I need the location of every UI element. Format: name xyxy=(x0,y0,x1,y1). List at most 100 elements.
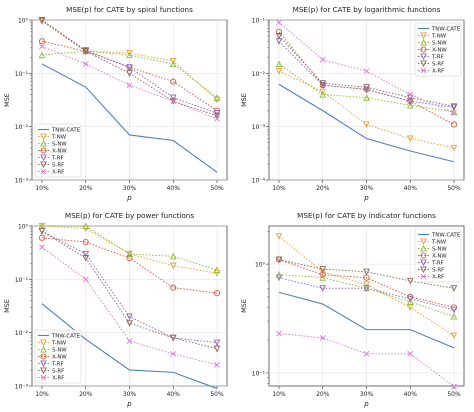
marker-s-rf xyxy=(319,266,327,273)
y-tick-label: 10⁻² xyxy=(15,330,29,337)
marker-x-rf xyxy=(82,61,89,67)
x-tick-label: 40% xyxy=(404,391,418,398)
marker-t-rf xyxy=(169,94,177,102)
marker-s-rf xyxy=(450,285,458,292)
marker-t-nw xyxy=(450,332,458,340)
legend-label-tnw-cate: TNW-CATE xyxy=(51,334,81,340)
series-t-rf xyxy=(275,274,458,314)
marker-x-nw xyxy=(126,255,133,262)
x-tick-label: 30% xyxy=(123,185,137,192)
series-line-s-nw xyxy=(42,225,218,271)
chart-title: MSE(p) for CATE by power functions xyxy=(65,211,194,220)
legend-label-tnw-cate: TNW-CATE xyxy=(51,128,81,134)
marker-x-rf xyxy=(363,350,370,357)
marker-s-rf xyxy=(319,80,327,87)
marker-s-rf xyxy=(213,112,221,120)
marker-x-rf xyxy=(82,276,89,283)
marker-s-rf xyxy=(213,345,221,353)
chart-power: MSE(p) for CATE by power functions 10⁻³ 10… xyxy=(3,211,228,408)
chart-spiral: MSE(p) for CATE by spiral functions 10⁻³ 1… xyxy=(3,5,228,202)
series-s-rf xyxy=(275,256,458,292)
marker-t-rf xyxy=(126,64,133,71)
marker-s-nw xyxy=(319,90,327,98)
marker-t-rf xyxy=(363,285,370,292)
x-tick-label: 10% xyxy=(35,185,49,192)
marker-legend-s-nw xyxy=(40,345,47,353)
x-tick-label: 30% xyxy=(123,391,137,398)
legend-label-s-rf: S-RF xyxy=(432,268,444,274)
legend-label-x-rf: X-RF xyxy=(52,376,64,382)
y-tick-label: 10⁻² xyxy=(15,124,29,131)
marker-legend-s-rf xyxy=(40,161,47,169)
x-axis-label: p xyxy=(363,194,369,202)
legend-box xyxy=(414,22,462,77)
marker-t-nw xyxy=(363,281,370,289)
marker-x-nw xyxy=(170,284,177,291)
series-x-rf xyxy=(276,330,457,390)
marker-x-nw xyxy=(450,121,458,128)
marker-s-nw xyxy=(38,51,46,59)
x-axis-label: p xyxy=(126,400,132,408)
series-tnw-cate xyxy=(41,63,218,173)
x-tick-label: 50% xyxy=(447,391,461,398)
series-line-s-nw xyxy=(278,63,455,113)
x-tick-label: 20% xyxy=(79,185,93,192)
series-t-nw xyxy=(275,68,458,152)
marker-x-rf xyxy=(170,98,177,105)
legend-label-s-rf: S-RF xyxy=(52,369,64,375)
y-tick-label: 10⁻¹ xyxy=(15,71,29,78)
legend-label-t-rf: T-RF xyxy=(51,156,64,162)
x-tick-label: 50% xyxy=(210,391,224,398)
legend-label-t-rf: T-RF xyxy=(431,261,444,267)
series-line-x-rf xyxy=(41,45,218,120)
marker-s-rf xyxy=(126,320,133,327)
marker-legend-t-rf xyxy=(420,259,427,267)
legend-label-s-nw: S-NW xyxy=(432,41,447,47)
series-x-nw xyxy=(38,234,221,297)
y-tick-label: 10⁻¹ xyxy=(252,370,266,377)
marker-legend-s-nw xyxy=(420,244,427,252)
legend-box xyxy=(34,329,82,384)
chart-panel-logarithmic: MSE(p) for CATE by logarithmic functions… xyxy=(237,0,474,206)
marker-t-rf xyxy=(82,250,90,258)
series-line-tnw-cate xyxy=(41,63,218,173)
marker-s-rf xyxy=(82,255,90,262)
series-s-nw xyxy=(38,222,221,273)
legend-label-s-rf: S-RF xyxy=(432,62,444,68)
marker-t-rf xyxy=(406,98,414,105)
chart-title: MSE(p) for CATE by logarithmic functions xyxy=(293,5,441,14)
x-tick-label: 50% xyxy=(447,185,461,192)
marker-x-rf xyxy=(451,383,457,390)
marker-x-rf xyxy=(214,361,220,368)
y-tick-label: 10⁻¹ xyxy=(15,277,29,284)
legend-label-s-nw: S-NW xyxy=(52,142,67,148)
x-tick-label: 40% xyxy=(404,185,418,192)
marker-s-nw xyxy=(213,94,221,101)
marker-s-nw xyxy=(169,60,177,67)
marker-legend-x-rf xyxy=(40,374,47,381)
marker-s-rf xyxy=(169,334,177,342)
marker-legend-t-rf xyxy=(40,154,47,162)
marker-s-rf xyxy=(126,70,133,77)
series-line-x-nw xyxy=(278,259,455,308)
legend-label-t-rf: T-RF xyxy=(51,362,64,368)
marker-x-rf xyxy=(39,244,45,251)
legend-label-x-nw: X-NW xyxy=(52,149,67,155)
marker-s-rf xyxy=(363,84,370,91)
marker-t-nw xyxy=(363,121,370,129)
x-tick-label: 20% xyxy=(79,391,93,398)
marker-s-nw xyxy=(275,271,283,278)
marker-legend-x-rf xyxy=(40,168,47,175)
marker-s-nw xyxy=(450,312,458,320)
y-tick-label: 10⁻³ xyxy=(252,124,266,131)
y-axis-label: MSE xyxy=(240,299,248,313)
legend-label-x-nw: X-NW xyxy=(432,48,447,54)
marker-x-rf xyxy=(126,82,133,89)
marker-legend-s-nw xyxy=(420,38,427,46)
series-line-s-rf xyxy=(278,35,455,107)
marker-t-nw xyxy=(169,262,177,270)
marker-x-rf xyxy=(39,43,45,50)
marker-x-rf xyxy=(126,338,133,344)
